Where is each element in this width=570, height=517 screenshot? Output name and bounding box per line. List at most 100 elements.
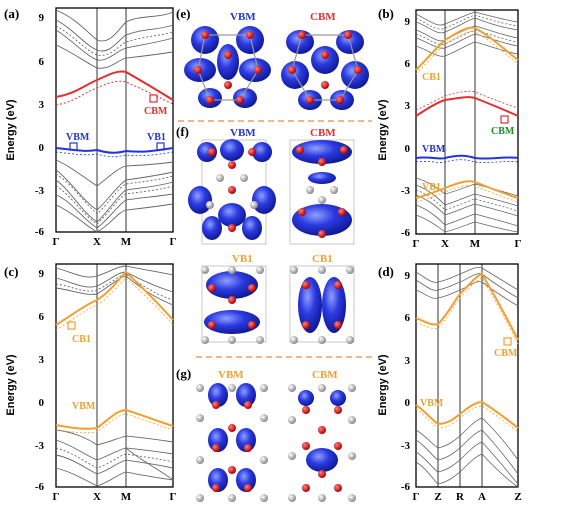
panel-a-vb1-marker <box>156 142 165 151</box>
ytick: 6 <box>405 312 411 324</box>
panel-a-vbm-band <box>55 147 174 154</box>
panel-g-vbm-isosurface <box>196 383 268 502</box>
xtick: Z <box>434 491 441 503</box>
ytick: 9 <box>405 16 411 28</box>
ytick: -6 <box>401 481 411 493</box>
panel-c-vbm-label: VBM <box>72 401 96 412</box>
panel-b-ylabel: Energy (eV) <box>377 99 389 160</box>
panel-a-ylabel: Energy (eV) <box>5 99 17 160</box>
panel-c-xticks: Γ X M Γ <box>53 491 177 503</box>
xtick: Γ <box>170 491 177 503</box>
ytick: 0 <box>39 142 45 154</box>
ytick: -3 <box>401 185 411 197</box>
xtick: Γ <box>515 238 522 250</box>
panel-c-yticks: 9 6 3 0 -3 -6 <box>35 268 45 493</box>
panel-d-ylabel: Energy (eV) <box>377 354 389 415</box>
panel-a-cbm-marker <box>149 94 158 103</box>
xtick: X <box>93 236 101 248</box>
panel-a-xticks: Γ X M Γ <box>53 236 177 248</box>
panel-a-cbm-band <box>55 70 174 101</box>
xtick: Γ <box>53 236 60 248</box>
ytick: -6 <box>35 481 45 493</box>
ytick: 3 <box>405 355 411 367</box>
panel-a-vbm-marker <box>69 142 78 151</box>
ytick: -3 <box>35 185 45 197</box>
panel-d-xticks: Γ Z R A Z <box>413 491 522 503</box>
panel-f-vb1-isosurface <box>201 265 267 344</box>
panel-b-cbm-label: CBM <box>491 126 515 137</box>
panel-e-vbm-isosurface <box>184 26 271 108</box>
orbital-panel-e: (e) VBM CBM <box>176 6 369 110</box>
panel-d-vbm-band <box>415 400 519 429</box>
orbital-panel-f: (f) VBM CBM <box>176 124 355 344</box>
panel-b-vbm-label: VBM <box>422 144 446 155</box>
panel-b-letter: (b) <box>378 6 394 21</box>
xtick: Γ <box>53 491 60 503</box>
ytick: 6 <box>39 56 45 68</box>
ytick: 0 <box>405 397 411 409</box>
panel-g-vbm-title: VBM <box>218 369 244 381</box>
panel-f-cbm-title: CBM <box>310 127 336 139</box>
panel-b-vbm-band <box>415 154 519 160</box>
panel-e-vbm-title: VBM <box>230 11 256 23</box>
panel-c-cb1-band <box>55 270 174 326</box>
panel-c-ylabel: Energy (eV) <box>5 354 17 415</box>
xtick: Γ <box>413 491 420 503</box>
panel-d-cbm-band <box>415 272 519 341</box>
panel-c-cb1-marker <box>67 321 76 330</box>
ytick: 9 <box>405 270 411 282</box>
panel-b-vb1-band <box>415 180 519 199</box>
panel-c: (c) Energy (eV) 9 6 3 0 -3 -6 <box>4 263 177 503</box>
panel-b-cb1-label: CB1 <box>422 72 441 83</box>
panel-f-cb1-title: CB1 <box>312 253 333 265</box>
panel-d-cbm-marker <box>503 337 512 346</box>
panel-g-cbm-isosurface <box>288 384 356 502</box>
panel-a-vbm-label: VBM <box>66 132 90 143</box>
panel-b-cbm-band <box>415 96 519 117</box>
panel-a: (a) Energy (eV) 9 6 3 0 -3 -6 <box>4 6 177 248</box>
xtick: X <box>93 491 101 503</box>
panel-b: (b) Energy (eV) 9 6 3 0 -3 -6 <box>377 6 522 250</box>
panel-d-cbm-label: CBM <box>494 348 518 359</box>
xtick: Z <box>514 491 521 503</box>
panel-d-vbm-label: VBM <box>420 398 444 409</box>
ytick: 6 <box>405 58 411 70</box>
panel-f-cbm-isosurface <box>289 139 355 245</box>
panel-a-yticks: 9 6 3 0 -3 -6 <box>35 12 45 238</box>
panel-b-cbm-marker <box>500 115 509 124</box>
panel-c-letter: (c) <box>4 264 18 279</box>
ytick: 6 <box>39 311 45 323</box>
panel-a-letter: (a) <box>4 6 19 21</box>
panel-b-vb1-label: VB1 <box>422 182 441 193</box>
panel-e-letter: (e) <box>176 6 190 21</box>
orbital-panel-g: (g) VBM CBM <box>176 366 356 502</box>
xtick: M <box>470 238 481 250</box>
panel-f-vbm-isosurface <box>188 139 276 245</box>
panel-c-vbm-band <box>55 408 174 430</box>
ytick: 9 <box>39 268 45 280</box>
panel-d-letter: (d) <box>378 264 394 279</box>
panel-f-cb1-isosurface <box>289 265 355 344</box>
panel-d: (d) Energy (eV) 9 6 3 0 -3 -6 CBM VBM <box>377 263 522 503</box>
xtick: A <box>478 491 486 503</box>
ytick: -6 <box>35 226 45 238</box>
xtick: M <box>121 236 132 248</box>
panel-a-cbm-label: CBM <box>144 106 168 117</box>
ytick: 3 <box>39 354 45 366</box>
panel-f-letter: (f) <box>176 124 189 139</box>
panel-f-vb1-title: VB1 <box>232 253 253 265</box>
xtick: M <box>121 491 132 503</box>
ytick: 0 <box>39 397 45 409</box>
ytick: -6 <box>401 227 411 239</box>
panel-g-letter: (g) <box>176 366 191 381</box>
panel-b-cb1-band <box>415 26 519 71</box>
panel-a-bands <box>55 9 174 233</box>
ytick: 0 <box>405 143 411 155</box>
ytick: -3 <box>401 440 411 452</box>
panel-a-vb1-label: VB1 <box>147 132 166 143</box>
xtick: X <box>441 238 449 250</box>
panel-g-cbm-title: CBM <box>312 369 338 381</box>
xtick: Γ <box>170 236 177 248</box>
panel-d-yticks: 9 6 3 0 -3 -6 <box>401 270 411 493</box>
